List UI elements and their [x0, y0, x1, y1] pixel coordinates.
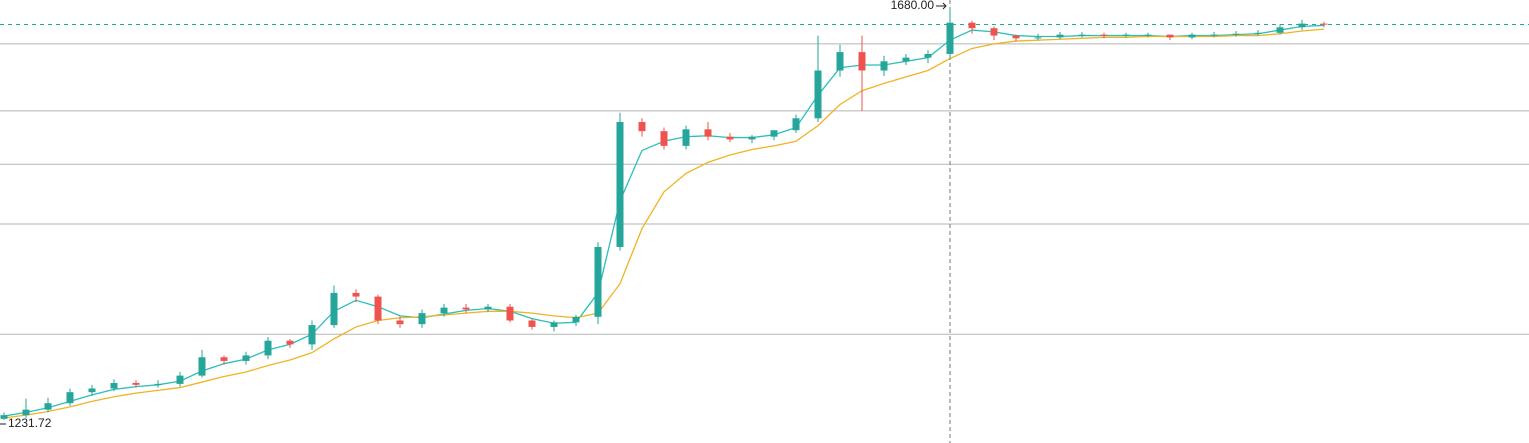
candle-body	[1034, 37, 1042, 39]
candle-body	[858, 52, 866, 71]
candle-body	[1122, 34, 1130, 36]
candle-body	[1254, 32, 1262, 34]
candle-body	[1012, 35, 1020, 39]
candle-body	[704, 129, 712, 137]
candle-body	[1188, 34, 1196, 38]
candles	[0, 7, 1328, 421]
candle-body	[220, 357, 228, 361]
candle-body	[1232, 33, 1240, 35]
candle-body	[176, 375, 184, 384]
candle-body	[1210, 34, 1218, 36]
candle-body	[308, 325, 316, 345]
candle-body	[572, 316, 580, 323]
candle-body	[88, 388, 96, 393]
candle-body	[968, 22, 976, 29]
candle-body	[1056, 34, 1064, 38]
candle-body	[1078, 34, 1086, 36]
candle-body	[550, 322, 558, 327]
candle-body	[946, 22, 954, 54]
candle-body	[286, 340, 294, 345]
candle-body	[110, 382, 118, 389]
candle-body	[682, 129, 690, 146]
labels: 1680.00 1231.72	[0, 0, 947, 430]
candle-body	[902, 57, 910, 62]
candle-body	[396, 320, 404, 325]
candle-body	[616, 121, 624, 247]
candle-body	[1144, 34, 1152, 36]
candle-body	[990, 28, 998, 36]
candle-body	[264, 340, 272, 356]
candle-body	[924, 53, 932, 58]
candle-body	[594, 246, 602, 317]
candle-body	[1298, 23, 1306, 28]
candle-body	[726, 136, 734, 140]
candle-body	[770, 130, 778, 137]
candle-body	[242, 355, 250, 361]
candle-body	[1166, 34, 1174, 38]
candle-body	[198, 357, 206, 376]
candle-body	[154, 383, 162, 385]
max-label: 1680.00	[891, 0, 935, 12]
candle-body	[374, 296, 382, 321]
candle-body	[748, 136, 756, 140]
candle-body	[1320, 23, 1328, 25]
candle-body	[440, 307, 448, 314]
candle-body	[660, 131, 668, 146]
candle-body	[484, 306, 492, 310]
candle-body	[418, 313, 426, 325]
candle-body	[22, 409, 30, 416]
candle-body	[132, 382, 140, 385]
candle-body	[1276, 27, 1284, 33]
candle-body	[0, 415, 8, 419]
candle-body	[506, 306, 514, 321]
candle-body	[1100, 34, 1108, 36]
candle-body	[814, 70, 822, 119]
max-arrow-head	[942, 2, 947, 10]
candle-body	[880, 61, 888, 71]
candle-body	[836, 52, 844, 71]
min-label: 1231.72	[8, 416, 52, 430]
candle-body	[792, 118, 800, 131]
candle-body	[330, 292, 338, 326]
candle-body	[44, 403, 52, 410]
candle-body	[66, 392, 74, 404]
candle-body	[638, 121, 646, 132]
candle-body	[528, 320, 536, 327]
candle-body	[462, 307, 470, 310]
candle-body	[352, 292, 360, 297]
